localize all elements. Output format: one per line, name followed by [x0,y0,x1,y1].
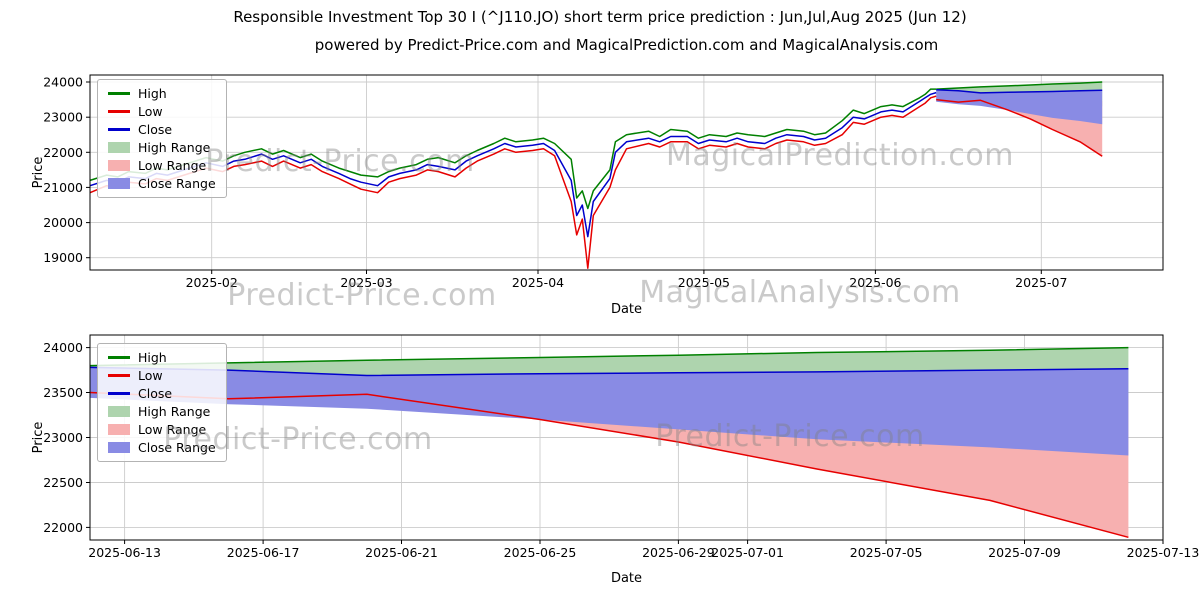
svg-text:21000: 21000 [43,180,83,195]
legend-item-close-range: Close Range [108,176,216,191]
legend-patch-swatch [108,160,130,171]
svg-text:Date: Date [611,571,642,586]
legend-item-high: High [108,86,216,101]
legend-item-high-range: High Range [108,140,216,155]
legend-item-low-range: Low Range [108,158,216,173]
legend-line-swatch [108,356,130,359]
svg-text:2025-05: 2025-05 [678,275,730,290]
chart-subtitle: powered by Predict-Price.com and Magical… [314,36,939,54]
legend-item-high: High [108,350,216,365]
legend-item-low-range: Low Range [108,422,216,437]
watermark-text: Predict-Price.com [163,421,433,457]
legend-label: Close [138,122,173,137]
svg-text:23000: 23000 [43,110,83,125]
legend-label: Close Range [138,176,216,191]
svg-text:23500: 23500 [43,385,83,400]
svg-text:20000: 20000 [43,215,83,230]
legend-item-high-range: High Range [108,404,216,419]
legend-patch-swatch [108,406,130,417]
svg-text:2025-04: 2025-04 [512,275,564,290]
svg-text:2025-06-21: 2025-06-21 [365,545,438,560]
svg-text:19000: 19000 [43,250,83,265]
watermark-text: Predict-Price.com [205,143,475,179]
legend-item-low: Low [108,104,216,119]
svg-text:2025-07-01: 2025-07-01 [711,545,784,560]
watermark-text: Predict-Price.com [655,418,925,454]
svg-text:2025-02: 2025-02 [186,275,238,290]
watermark-text: MagicalAnalysis.com [639,274,961,310]
watermark-text: MagicalPrediction.com [666,137,1014,173]
legend-label: Low Range [138,422,207,437]
svg-text:2025-07-05: 2025-07-05 [850,545,923,560]
svg-text:2025-06-13: 2025-06-13 [88,545,161,560]
svg-text:23000: 23000 [43,430,83,445]
legend-patch-swatch [108,178,130,189]
svg-text:2025-06-29: 2025-06-29 [642,545,715,560]
legend-label: Low Range [138,158,207,173]
legend-label: Close [138,386,173,401]
svg-text:2025-06: 2025-06 [849,275,901,290]
legend-top-chart: High Low Close High Range Low Range Close Ran… [97,79,227,198]
svg-text:2025-06-25: 2025-06-25 [504,545,577,560]
legend-patch-swatch [108,442,130,453]
svg-text:Price: Price [31,157,46,189]
chart-title: Responsible Investment Top 30 I (^J110.J… [233,8,967,26]
legend-patch-swatch [108,142,130,153]
svg-text:22000: 22000 [43,145,83,160]
legend-label: High [138,86,167,101]
legend-line-swatch [108,374,130,377]
legend-line-swatch [108,128,130,131]
svg-text:Price: Price [31,422,46,454]
legend-item-close: Close [108,122,216,137]
legend-line-swatch [108,110,130,113]
legend-label: Low [138,368,163,383]
svg-text:2025-06-17: 2025-06-17 [227,545,300,560]
legend-label: High Range [138,140,211,155]
legend-line-swatch [108,392,130,395]
svg-text:2025-07: 2025-07 [1015,275,1067,290]
legend-label: Low [138,104,163,119]
legend-label: Close Range [138,440,216,455]
legend-label: High Range [138,404,211,419]
svg-text:22500: 22500 [43,475,83,490]
legend-patch-swatch [108,424,130,435]
svg-text:24000: 24000 [43,340,83,355]
svg-text:2025-07-13: 2025-07-13 [1127,545,1200,560]
legend-item-low: Low [108,368,216,383]
legend-item-close-range: Close Range [108,440,216,455]
svg-text:24000: 24000 [43,75,83,90]
legend-line-swatch [108,92,130,95]
legend-label: High [138,350,167,365]
svg-text:2025-03: 2025-03 [340,275,392,290]
svg-text:2025-07-09: 2025-07-09 [988,545,1061,560]
legend-bottom-chart: High Low Close High Range Low Range Close Ran… [97,343,227,462]
svg-text:22000: 22000 [43,520,83,535]
svg-text:Date: Date [611,302,642,317]
watermark-text: Predict-Price.com [227,277,497,313]
legend-item-close: Close [108,386,216,401]
